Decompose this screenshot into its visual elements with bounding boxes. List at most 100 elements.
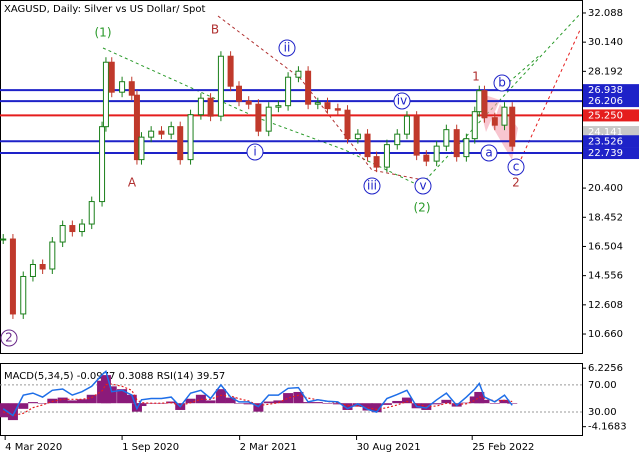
y2-tick-label: 30.00 <box>588 407 617 418</box>
macd-bar <box>381 403 392 405</box>
wave-circle <box>246 143 264 161</box>
macd-bar <box>243 403 254 405</box>
x-tick-label: 2 Mar 2021 <box>240 442 297 453</box>
level-box <box>583 147 639 160</box>
wave-label: b <box>498 76 506 90</box>
candle-body <box>79 223 86 233</box>
y-tick-label: 6.2256 <box>588 363 623 374</box>
wave-label: 1 <box>472 70 480 84</box>
candle-body <box>49 241 56 270</box>
price-panel-frame <box>0 0 583 354</box>
wave-circle <box>363 177 381 195</box>
macd-bar <box>225 397 236 404</box>
candle-body <box>364 133 371 158</box>
y-tick-label: 18.452 <box>588 212 623 223</box>
candle-body <box>20 275 27 315</box>
indicator-panel-frame <box>0 363 583 436</box>
rsi-line <box>2 369 513 417</box>
candle-body <box>99 126 106 203</box>
macd-bar <box>499 399 510 404</box>
macd-bar <box>215 389 226 404</box>
wave-label: A <box>128 176 137 190</box>
candle-body <box>128 81 135 96</box>
macd-bar <box>37 403 48 404</box>
level-box <box>583 95 639 108</box>
wave-label: 2 <box>5 331 13 345</box>
candle-body <box>324 102 331 110</box>
candle-body <box>207 97 214 117</box>
wave-label: c <box>513 160 520 174</box>
x-tick-label: 4 Mar 2020 <box>5 442 62 453</box>
candle-body <box>275 105 282 108</box>
y-tick-label: 28.192 <box>588 66 623 77</box>
wave-circle <box>493 74 511 92</box>
candle-body <box>295 70 302 78</box>
macd-bar <box>392 400 403 404</box>
macd-bar <box>136 403 147 407</box>
wave-label: iii <box>367 179 377 193</box>
wave-label: i <box>253 145 256 159</box>
macd-bar <box>205 400 216 404</box>
candle-body <box>403 115 410 135</box>
y2-tick-label: 70.00 <box>588 380 617 391</box>
macd-bar <box>283 393 294 404</box>
y-tick-label: 16.504 <box>588 241 623 252</box>
candle-body <box>491 117 498 126</box>
last-price-box <box>583 126 639 139</box>
wave-circle <box>393 92 411 110</box>
wave-circle <box>507 158 525 176</box>
macd-bar <box>18 403 29 409</box>
candle-body <box>148 130 155 138</box>
macd-bar <box>7 403 18 421</box>
macd-bar <box>293 391 304 404</box>
candle-body <box>158 130 165 135</box>
candle-body <box>138 136 145 161</box>
projections <box>102 13 581 187</box>
macd-bar <box>332 403 343 405</box>
candle-body <box>9 238 16 315</box>
candle-body <box>217 55 224 117</box>
macd-bar <box>263 401 274 404</box>
candle-body <box>227 55 234 87</box>
candle-body <box>471 111 478 140</box>
candle-body <box>177 126 184 161</box>
macd-bar <box>27 402 38 404</box>
macd-bar <box>441 399 452 404</box>
macd-bar <box>507 403 518 404</box>
macd-bar <box>57 397 68 404</box>
macd-bar <box>106 386 117 404</box>
macd-bar <box>401 397 412 404</box>
candle-body <box>285 76 292 107</box>
macd-bar <box>371 403 382 413</box>
candle-body <box>394 133 401 146</box>
candle-body <box>383 144 390 168</box>
wave-label: v <box>419 179 426 193</box>
macd-bar <box>234 403 245 404</box>
macd-bar <box>253 403 264 412</box>
wave-label: ii <box>284 41 291 55</box>
candle-body <box>236 85 243 102</box>
wave-label: 2 <box>512 176 520 190</box>
candle-body <box>187 114 194 161</box>
macd-bar <box>67 400 78 404</box>
macd-bar <box>352 403 363 407</box>
wave-circle <box>278 39 296 57</box>
candle-body <box>265 106 272 132</box>
wave-circle <box>414 177 432 195</box>
candle-body <box>501 106 508 126</box>
x-tick-label: 1 Sep 2020 <box>122 442 179 453</box>
candle-body <box>59 225 66 243</box>
level-label: 25.250 <box>588 110 623 121</box>
candle-body <box>255 103 262 132</box>
wave-projection <box>515 29 581 171</box>
wave-circle <box>480 144 498 162</box>
macd-bar <box>117 389 128 404</box>
candle-body <box>168 126 175 135</box>
macd-bar <box>362 403 373 411</box>
wave-projection <box>102 13 581 187</box>
y-tick-label: -4.1683 <box>588 422 627 433</box>
y-tick-label: 20.400 <box>588 183 623 194</box>
wave-label: (1) <box>95 26 112 40</box>
macd-bar <box>100 375 111 404</box>
candle-body <box>463 138 470 158</box>
